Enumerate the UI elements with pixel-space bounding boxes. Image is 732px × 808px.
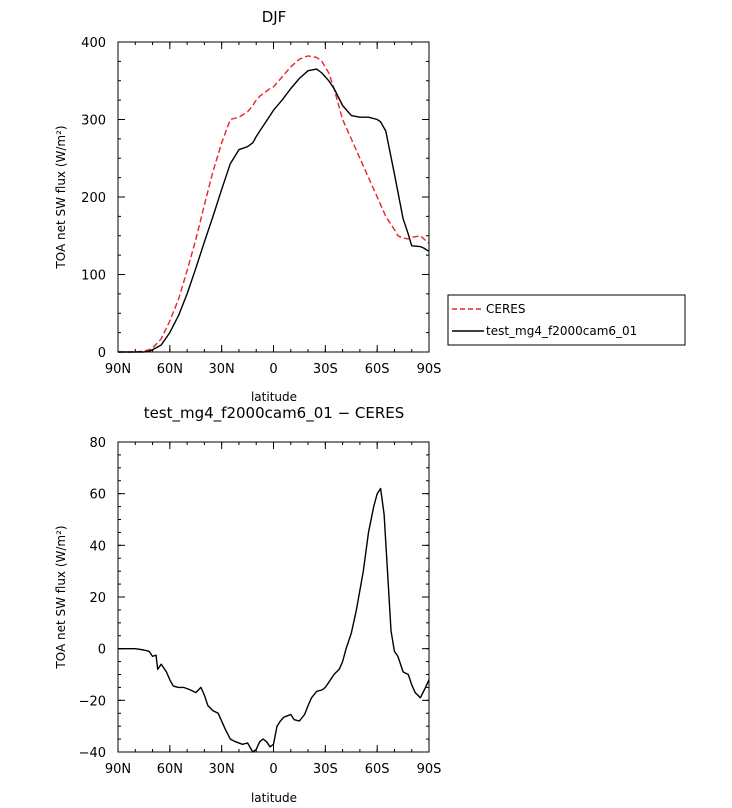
x-tick-label: 90S bbox=[417, 362, 442, 377]
x-tick-label: 0 bbox=[269, 362, 277, 377]
top-chart-title: DJF bbox=[262, 8, 287, 26]
y-tick-label: 100 bbox=[81, 269, 106, 284]
bottom-y-axis-label: TOA net SW flux (W/m²) bbox=[54, 525, 68, 669]
legend-label-ceres: CERES bbox=[486, 302, 526, 316]
y-tick-label: 20 bbox=[89, 591, 106, 606]
y-tick-label: 400 bbox=[81, 36, 106, 51]
top-plot-frame bbox=[117, 41, 430, 353]
y-tick-label: 80 bbox=[89, 436, 106, 451]
top-panel: DJF 90N 60N 30N 0 30S 60S 90S 0 100 200 300 400 lat… bbox=[54, 8, 441, 404]
top-x-axis-label: latitude bbox=[251, 390, 297, 404]
bottom-series-lines bbox=[118, 487, 430, 753]
y-tick-label: 300 bbox=[81, 114, 106, 129]
bottom-plot-frame bbox=[117, 441, 430, 753]
y-tick-label: 0 bbox=[98, 346, 106, 361]
y-tick-label: 40 bbox=[89, 539, 106, 554]
legend-box bbox=[447, 294, 686, 346]
y-tick-label: 200 bbox=[81, 191, 106, 206]
top-ticks: 90N 60N 30N 0 30S 60S 90S 0 100 200 300 400 bbox=[81, 36, 441, 377]
bottom-ticks: 90N 60N 30N 0 30S 60S 90S −40 −20 0 20 40 60 80 bbox=[79, 436, 442, 777]
y-tick-label: −40 bbox=[79, 746, 106, 761]
legend-label-model: test_mg4_f2000cam6_01 bbox=[486, 324, 637, 338]
series-line-difference bbox=[118, 487, 430, 753]
bottom-x-axis-label: latitude bbox=[251, 791, 297, 805]
x-tick-label: 30N bbox=[209, 362, 235, 377]
y-tick-label: 60 bbox=[89, 488, 106, 503]
x-tick-label: 90N bbox=[105, 362, 131, 377]
series-line-test-mg4-f2000cam6-01 bbox=[118, 68, 430, 353]
x-tick-label: 30N bbox=[209, 762, 235, 777]
bottom-chart-title: test_mg4_f2000cam6_01 − CERES bbox=[144, 404, 405, 423]
top-y-axis-label: TOA net SW flux (W/m²) bbox=[54, 125, 68, 269]
top-series-lines bbox=[118, 55, 430, 353]
x-tick-label: 60S bbox=[365, 362, 390, 377]
x-tick-label: 0 bbox=[269, 762, 277, 777]
x-tick-label: 30S bbox=[313, 362, 338, 377]
x-tick-label: 60S bbox=[365, 762, 390, 777]
y-tick-label: 0 bbox=[98, 643, 106, 658]
x-tick-label: 60N bbox=[157, 762, 183, 777]
x-tick-label: 90N bbox=[105, 762, 131, 777]
x-tick-label: 60N bbox=[157, 362, 183, 377]
bottom-panel: test_mg4_f2000cam6_01 − CERES 90N 60N 30N 0… bbox=[54, 404, 441, 805]
legend: CERES test_mg4_f2000cam6_01 bbox=[447, 294, 686, 346]
y-tick-label: −20 bbox=[79, 694, 106, 709]
x-tick-label: 90S bbox=[417, 762, 442, 777]
series-line-ceres bbox=[118, 55, 430, 353]
x-tick-label: 30S bbox=[313, 762, 338, 777]
